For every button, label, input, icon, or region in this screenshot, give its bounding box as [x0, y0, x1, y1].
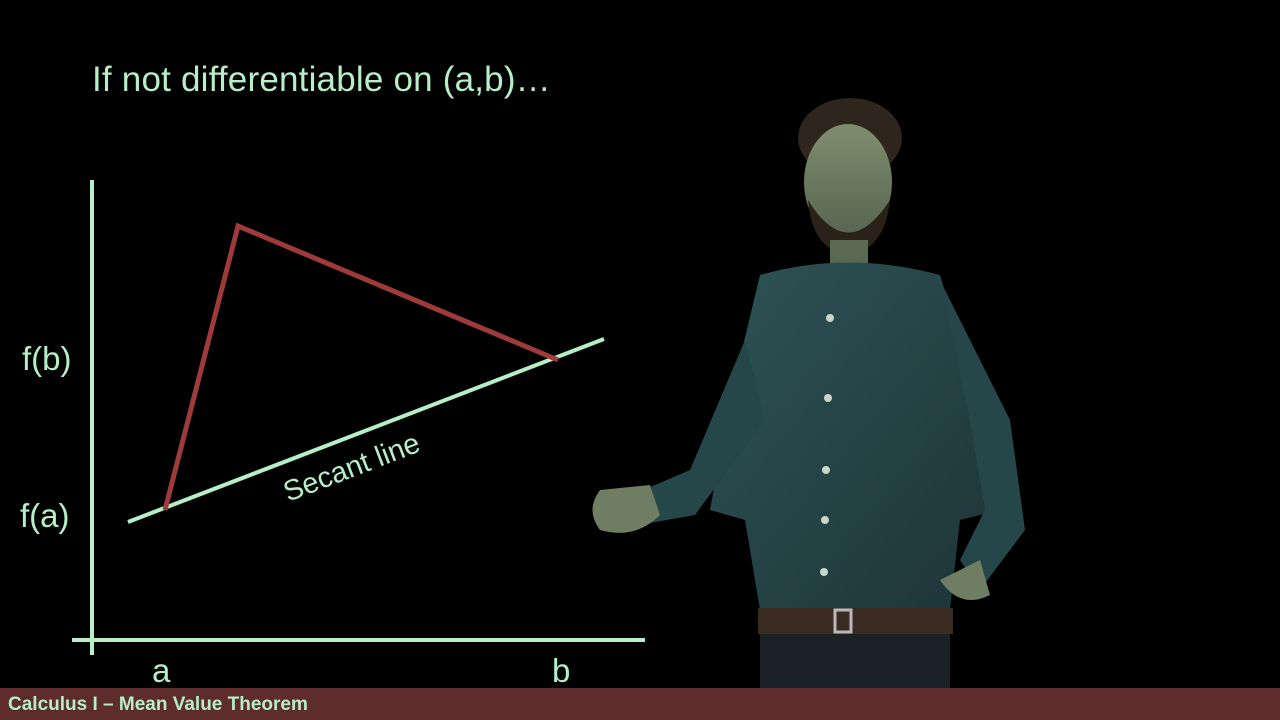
course-title: Calculus I – Mean Value Theorem: [8, 694, 308, 715]
label-a: a: [152, 652, 171, 689]
secant-line-label: Secant line: [279, 427, 424, 508]
footer-bar: Calculus I – Mean Value Theorem: [0, 688, 1280, 720]
label-b: b: [552, 652, 570, 689]
label-fb: f(b): [22, 340, 72, 377]
function-curve: [162, 222, 559, 511]
secant-line: [127, 337, 605, 524]
presenter-image: [592, 98, 1025, 688]
slide-title: If not differentiable on (a,b)…: [92, 60, 551, 99]
label-fa: f(a): [20, 497, 70, 534]
